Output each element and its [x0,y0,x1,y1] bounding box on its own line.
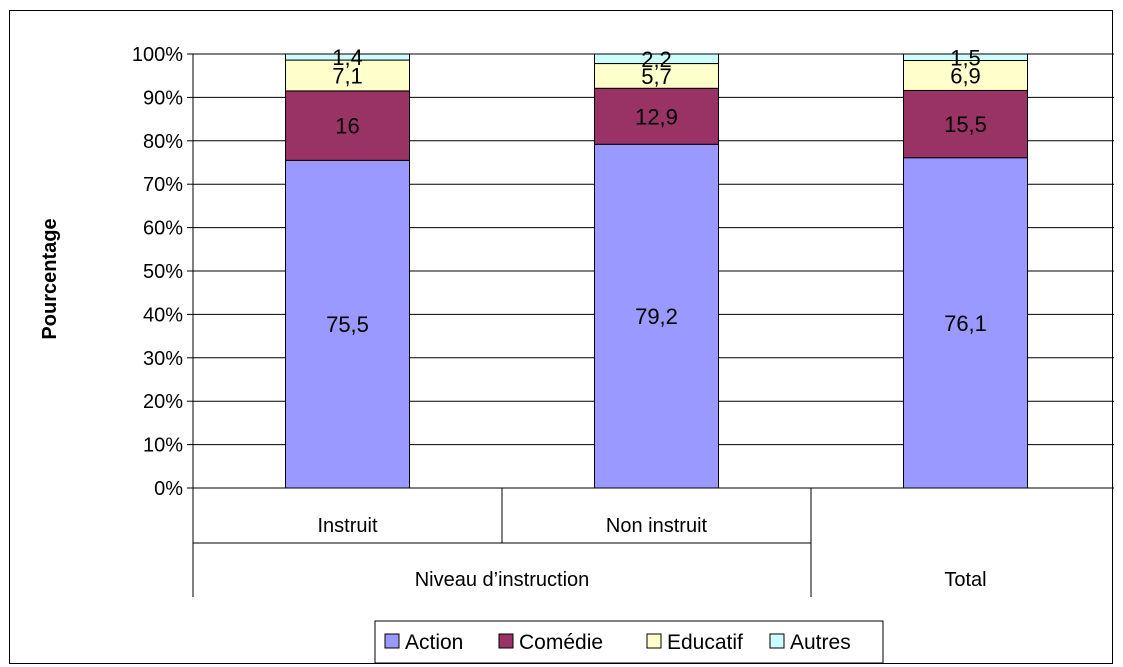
data-labels: 75,5 16 7,11,4 79,2 12,9 5,72,2 76,1 15,5 6,91,5 [326,45,987,337]
y-tick-label: 70% [143,174,183,196]
legend-label-autres: Autres [790,631,851,654]
category-label-instruit: Instruit [317,515,377,537]
data-label-comedie-non-instruit: 12,9 [635,104,678,129]
data-label-action-instruit: 75,5 [326,312,369,337]
data-label-educatif-total: 6,9 [950,63,981,88]
y-tick-label: 0% [154,478,183,500]
legend-swatch-comedie [498,633,514,649]
bar-segment-educatif-total [903,60,1028,91]
y-tick-label: 40% [143,304,183,326]
y-tick-label: 10% [143,435,183,457]
legend[interactable]: Action Comédie Educatif Autres [374,620,884,664]
bar-segment-action-instruit [285,159,410,489]
legend-label-comedie: Comédie [519,631,603,654]
y-tick-label: 50% [143,261,183,283]
y-tick-label: 100% [132,44,183,66]
data-label-autres-non-instruit: 2,2 [641,47,672,72]
data-label-educatif-non-instruit: 5,7 [641,64,672,89]
chart-frame: 0% 10% 20% 30% 40% 50% 60% 70% 80% 90% 100% 75,5 16… [9,10,1114,664]
data-label-autres-instruit: 1,4 [332,45,363,70]
y-tick-label: 80% [143,131,183,153]
y-tick-label: 30% [143,348,183,370]
y-tick-label: 90% [143,87,183,109]
legend-label-educatif: Educatif [667,631,743,654]
y-tick-label: 20% [143,391,183,413]
bars [285,53,1028,489]
y-axis-label: Pourcentage [39,218,61,339]
category-axis: Niveau d’instruction Total Instruit Non ins… [192,488,987,597]
stacked-bar-chart: 0% 10% 20% 30% 40% 50% 60% 70% 80% 90% 100% 75,5 16… [39,44,1114,664]
category-label-non-instruit: Non instruit [606,515,708,537]
bar-segment-autres-total [903,53,1028,62]
bar-segment-action-non-instruit [594,143,719,489]
legend-label-action: Action [405,631,463,654]
bar-segment-educatif-non-instruit [594,63,719,89]
data-label-educatif-instruit: 7,1 [332,63,363,88]
legend-swatch-action [384,633,400,649]
legend-swatch-autres [769,633,785,649]
group-label-niveau-d-instruction: Niveau d’instruction [415,569,590,591]
bar-segment-autres-instruit [285,53,410,61]
data-label-autres-total: 1,5 [950,45,981,70]
bar-segment-comedie-total [903,89,1028,159]
data-label-action-non-instruit: 79,2 [635,304,678,329]
data-label-action-total: 76,1 [944,311,987,336]
data-label-comedie-instruit: 16 [335,114,359,139]
bar-segment-comedie-instruit [285,90,410,161]
legend-box [374,620,884,664]
legend-swatch-educatif [646,633,662,649]
bar-segment-autres-non-instruit [594,53,719,65]
bar-segment-educatif-instruit [285,59,410,92]
group-label-total: Total [944,569,986,591]
y-tick-label: 60% [143,218,183,240]
data-label-comedie-total: 15,5 [944,112,987,137]
